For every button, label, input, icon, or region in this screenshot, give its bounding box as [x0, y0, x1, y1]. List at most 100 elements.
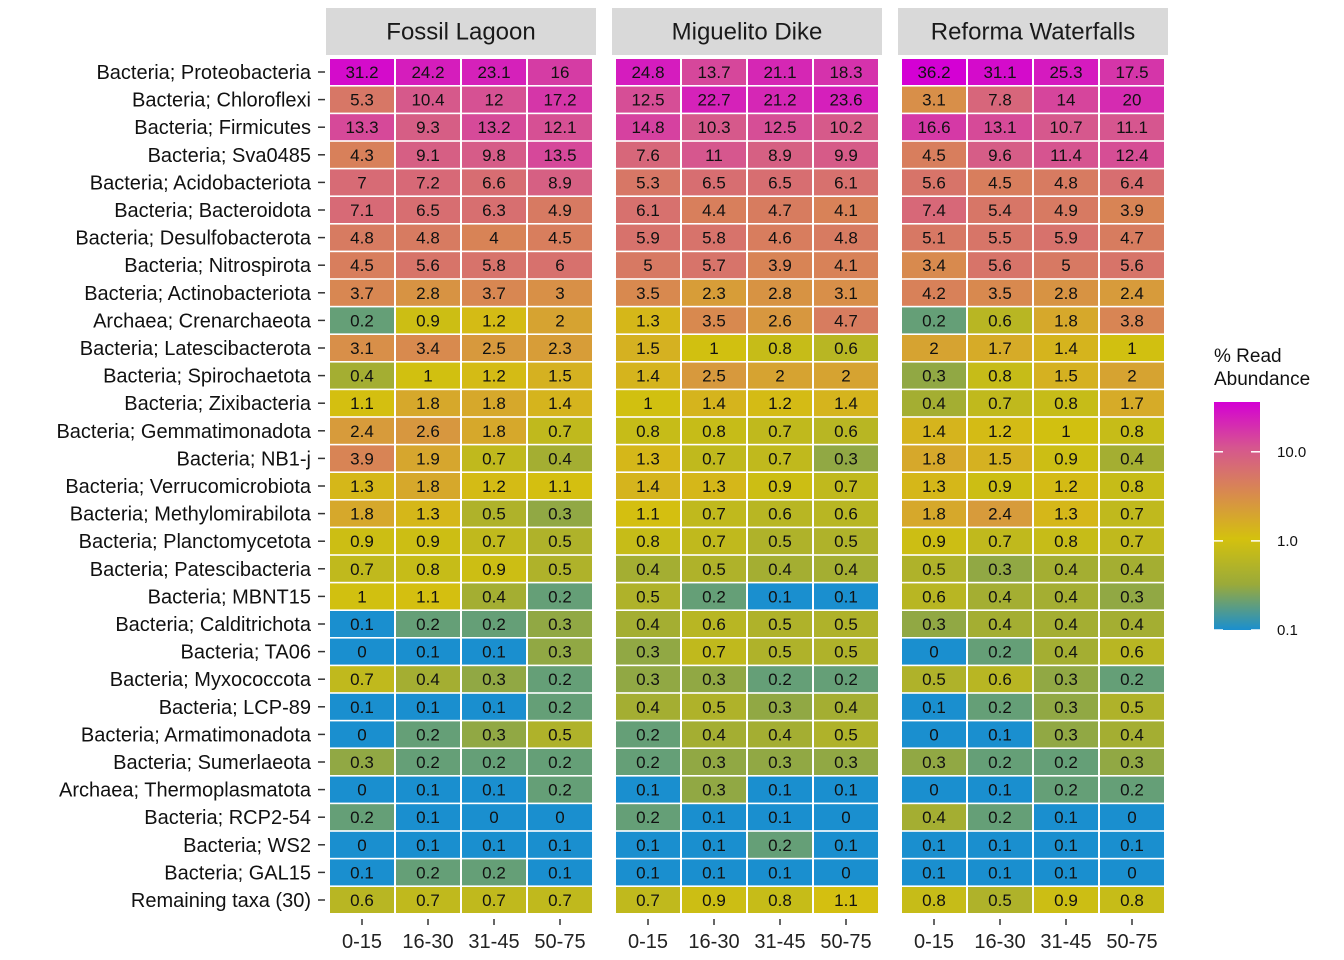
heatmap-cell [682, 390, 746, 417]
heatmap-cell [396, 749, 460, 775]
heatmap-cell [1034, 114, 1098, 141]
heatmap-cell [528, 749, 592, 775]
heatmap-cell [330, 362, 394, 389]
facet-strip [612, 8, 882, 55]
heatmap-cell [1034, 693, 1098, 720]
cell-value-label: 1.8 [482, 394, 506, 413]
x-axis-tick-label: 0-15 [628, 931, 668, 953]
heatmap-cell [1100, 445, 1164, 472]
heatmap-cell [968, 721, 1032, 748]
row-label: Bacteria; Armatimonadota [81, 724, 312, 746]
cell-value-label: 0.1 [834, 587, 858, 606]
cell-value-label: 0 [357, 781, 366, 800]
heatmap-cell [1100, 307, 1164, 334]
heatmap-cell [528, 528, 592, 555]
heatmap-cell [1034, 335, 1098, 361]
cell-value-label: 6 [555, 256, 564, 275]
cell-value-label: 1.5 [1054, 367, 1078, 386]
cell-value-label: 0.3 [548, 643, 572, 662]
cell-value-label: 0.7 [1120, 505, 1144, 524]
cell-value-label: 0.7 [768, 422, 792, 441]
heatmap-cell [902, 804, 966, 831]
cell-value-label: 1.7 [988, 339, 1012, 358]
heatmap-cell [682, 859, 746, 886]
heatmap-cell [462, 638, 526, 665]
heatmap-cell [396, 114, 460, 141]
cell-value-label: 0.1 [1054, 863, 1078, 882]
heatmap-cell [528, 390, 592, 417]
heatmap-cell [968, 252, 1032, 279]
heatmap-cell [396, 831, 460, 858]
heatmap-cell [1100, 362, 1164, 389]
heatmap-cell [1100, 887, 1164, 913]
cell-value-label: 0.8 [1054, 532, 1078, 551]
cell-value-label: 9.1 [416, 146, 440, 165]
cell-value-label: 1.2 [1054, 477, 1078, 496]
cell-value-label: 16.6 [917, 118, 950, 137]
heatmap-cell [682, 59, 746, 85]
cell-value-label: 0.7 [702, 505, 726, 524]
heatmap-cell [528, 887, 592, 913]
heatmap-cell [528, 307, 592, 334]
cell-value-label: 0.4 [1120, 560, 1144, 579]
cell-value-label: 23.6 [829, 91, 862, 110]
heatmap-cell [968, 528, 1032, 555]
heatmap-cell [528, 252, 592, 279]
heatmap-cell [1034, 721, 1098, 748]
cell-value-label: 0.5 [548, 532, 572, 551]
cell-value-label: 2.4 [988, 505, 1012, 524]
row-label: Bacteria; Actinobacteriota [84, 283, 312, 305]
heatmap-cell [902, 473, 966, 499]
heatmap-cell [396, 141, 460, 168]
heatmap-cell [968, 500, 1032, 527]
row-label: Bacteria; WS2 [183, 835, 311, 857]
heatmap-cell [814, 555, 878, 582]
cell-value-label: 1.1 [548, 477, 572, 496]
cell-value-label: 10.7 [1049, 118, 1082, 137]
heatmap-cell [1034, 859, 1098, 886]
cell-value-label: 0.2 [416, 615, 440, 634]
cell-value-label: 1.4 [636, 477, 660, 496]
heatmap-cell [1034, 169, 1098, 196]
cell-value-label: 0.7 [988, 532, 1012, 551]
cell-value-label: 0.1 [988, 836, 1012, 855]
cell-value-label: 0.1 [416, 643, 440, 662]
row-label: Bacteria; Nitrospirota [124, 255, 312, 277]
heatmap-cell [1100, 86, 1164, 113]
heatmap-cell [748, 473, 812, 499]
cell-value-label: 2.6 [416, 422, 440, 441]
cell-value-label: 9.8 [482, 146, 506, 165]
heatmap-cell [1100, 721, 1164, 748]
cell-value-label: 0.4 [1054, 615, 1078, 634]
heatmap-cell [748, 500, 812, 527]
x-axis-tick-label: 31-45 [754, 931, 805, 953]
heatmap-cell [1100, 804, 1164, 831]
heatmap-cell [396, 252, 460, 279]
heatmap-cell [462, 197, 526, 223]
cell-value-label: 1.1 [636, 505, 660, 524]
heatmap-cell [330, 666, 394, 693]
heatmap-cell [682, 473, 746, 499]
cell-value-label: 0.1 [922, 836, 946, 855]
heatmap-cell [462, 666, 526, 693]
heatmap-cell [528, 335, 592, 361]
cell-value-label: 1 [357, 587, 366, 606]
heatmap-cell [462, 279, 526, 306]
heatmap-cell [902, 693, 966, 720]
row-label: Bacteria; Calditrichota [115, 614, 312, 636]
cell-value-label: 6.5 [416, 201, 440, 220]
heatmap-cell [814, 666, 878, 693]
heatmap-cell [1034, 776, 1098, 803]
heatmap-cell [682, 611, 746, 637]
heatmap-cell [330, 693, 394, 720]
heatmap-cell [682, 417, 746, 444]
row-label: Remaining taxa (30) [131, 890, 311, 912]
heatmap-cell [682, 307, 746, 334]
heatmap-cell [968, 859, 1032, 886]
heatmap-cell [396, 859, 460, 886]
cell-value-label: 2.3 [702, 284, 726, 303]
heatmap-cell [616, 86, 680, 113]
heatmap-cell [814, 887, 878, 913]
heatmap-cell [1100, 252, 1164, 279]
heatmap-cell [902, 831, 966, 858]
